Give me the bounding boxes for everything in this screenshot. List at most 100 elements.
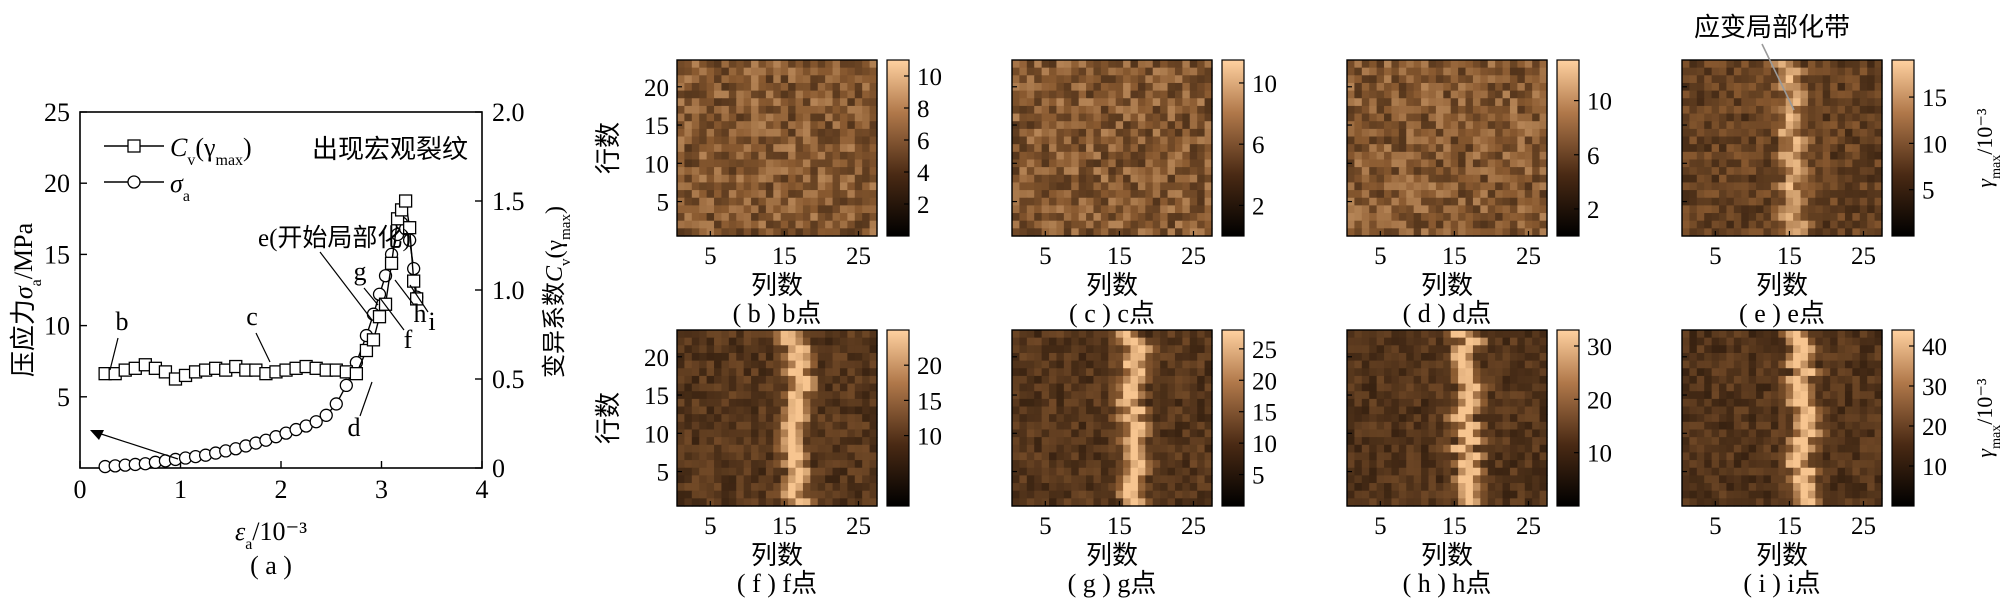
heatmap-cell (1100, 90, 1109, 99)
heatmap-cell (699, 406, 708, 415)
heatmap-cell (1495, 197, 1504, 206)
heatmap-cell (1704, 383, 1713, 392)
heatmap-cell (1480, 467, 1489, 476)
heatmap-cell (1063, 205, 1072, 214)
heatmap-cell (691, 467, 700, 476)
heatmap-cell (743, 383, 752, 392)
heatmap-cell (758, 467, 767, 476)
heatmap-cell (1689, 121, 1698, 130)
heatmap-cell (854, 368, 863, 377)
heatmap-cell (1532, 190, 1541, 199)
heatmap-cell (1398, 144, 1407, 153)
heatmap-x-axis-label: 列数 (1421, 271, 1473, 301)
heatmap-cell (677, 421, 686, 431)
heatmap-cell (1204, 406, 1213, 415)
heatmap-cell (854, 174, 863, 184)
heatmap-cell (869, 82, 878, 92)
heatmap-cell (780, 337, 789, 346)
heatmap-x-tick-label: 25 (1516, 513, 1541, 540)
heatmap-cell (839, 205, 848, 214)
heatmap-cell (1689, 113, 1698, 122)
heatmap-cell (1086, 151, 1095, 161)
heatmap-cell (1078, 490, 1087, 499)
heatmap-cell (1174, 483, 1183, 492)
heatmap-cell (1369, 406, 1378, 415)
heatmap-cell (1049, 90, 1058, 99)
heatmap-cell (1733, 182, 1742, 191)
heatmap-cell (1204, 330, 1213, 339)
heatmap-cell (1837, 345, 1846, 354)
heatmap-cell (1012, 406, 1021, 415)
heatmap-cell (684, 105, 693, 115)
heatmap-cell (1354, 352, 1363, 362)
heatmap-cell (1078, 113, 1087, 122)
heatmap-cell (691, 182, 700, 191)
heatmap-cell (1733, 136, 1742, 145)
heatmap-cell (817, 406, 826, 415)
heatmap-cell (1778, 368, 1787, 377)
heatmap-cell (1867, 228, 1876, 237)
heatmap-cell (1398, 460, 1407, 469)
heatmap-cell (751, 128, 760, 138)
heatmap-cell (1859, 190, 1868, 199)
heatmap-cell (1152, 151, 1161, 161)
heatmap-cell (1733, 60, 1742, 69)
heatmap-cell (1807, 368, 1816, 377)
heatmap-cell (1874, 352, 1883, 362)
heatmap-cell (1539, 82, 1548, 92)
heatmap-cell (1689, 67, 1698, 76)
heatmap-cell (1830, 190, 1839, 199)
heatmap-cell (1041, 475, 1050, 484)
heatmap-cell (1852, 414, 1861, 423)
heatmap-cell (1056, 421, 1065, 431)
heatmap-cell (825, 360, 834, 369)
heatmap-cell (1167, 337, 1176, 346)
heatmap-cell (1495, 159, 1504, 168)
heatmap-cell (1398, 136, 1407, 145)
heatmap-cell (1108, 375, 1117, 385)
heatmap-cell (832, 444, 841, 454)
heatmap-cell (1867, 360, 1876, 369)
heatmap-cell (1145, 67, 1154, 76)
heatmap-cell (751, 368, 760, 377)
heatmap-cell (1815, 205, 1824, 214)
heatmap-cell (721, 352, 730, 362)
heatmap-cell (1398, 414, 1407, 423)
heatmap-cell (780, 121, 789, 130)
heatmap-cell (1354, 75, 1363, 84)
heatmap-cell (1204, 414, 1213, 423)
heatmap-cell (1063, 444, 1072, 454)
heatmap-cell (1115, 483, 1124, 492)
heatmap-cell (1100, 228, 1109, 237)
heatmap-cell (1376, 205, 1385, 214)
heatmap-cell (773, 398, 782, 408)
heatmap-cell (1093, 475, 1102, 484)
heatmap-cell (1071, 136, 1080, 145)
heatmap-cell (1204, 90, 1213, 99)
heatmap-cell (1421, 167, 1430, 176)
heatmap-cell (1347, 483, 1356, 492)
heatmap-cell (728, 136, 737, 145)
colorbar-label: γmax/10⁻³ (1972, 108, 2004, 188)
heatmap-cell (1034, 383, 1043, 392)
heatmap-cell (1435, 483, 1444, 492)
heatmap-cell (1837, 105, 1846, 115)
heatmap-cell (1517, 483, 1526, 492)
heatmap-cell (1100, 460, 1109, 469)
heatmap-cell (847, 360, 856, 369)
heatmap-cell (1413, 337, 1422, 346)
heatmap-cell (706, 383, 715, 392)
heatmap-cell (677, 90, 686, 99)
heatmap-cell (721, 345, 730, 354)
heatmap-cell (1123, 337, 1132, 346)
heatmap-cell (677, 360, 686, 369)
heatmap-cell (847, 151, 856, 161)
heatmap-cell (765, 136, 774, 145)
heatmap-cell (677, 213, 686, 222)
heatmap-cell (1822, 82, 1831, 92)
heatmap-cell (1807, 421, 1816, 431)
heatmap-cell (1844, 67, 1853, 76)
heatmap-cell (1733, 174, 1742, 184)
heatmap-cell (810, 128, 819, 138)
heatmap-cell (1049, 98, 1058, 107)
